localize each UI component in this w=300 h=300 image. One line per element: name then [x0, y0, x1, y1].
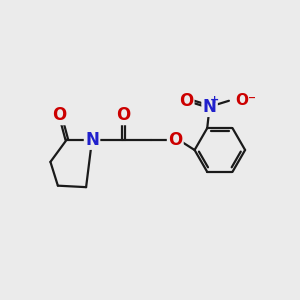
Text: O: O — [116, 106, 130, 124]
Text: O: O — [179, 92, 193, 110]
Text: +: + — [210, 95, 220, 105]
Text: O: O — [52, 106, 67, 124]
Text: N: N — [85, 130, 99, 148]
Text: N: N — [203, 98, 217, 116]
Text: O: O — [168, 130, 182, 148]
Text: O⁻: O⁻ — [236, 93, 256, 108]
